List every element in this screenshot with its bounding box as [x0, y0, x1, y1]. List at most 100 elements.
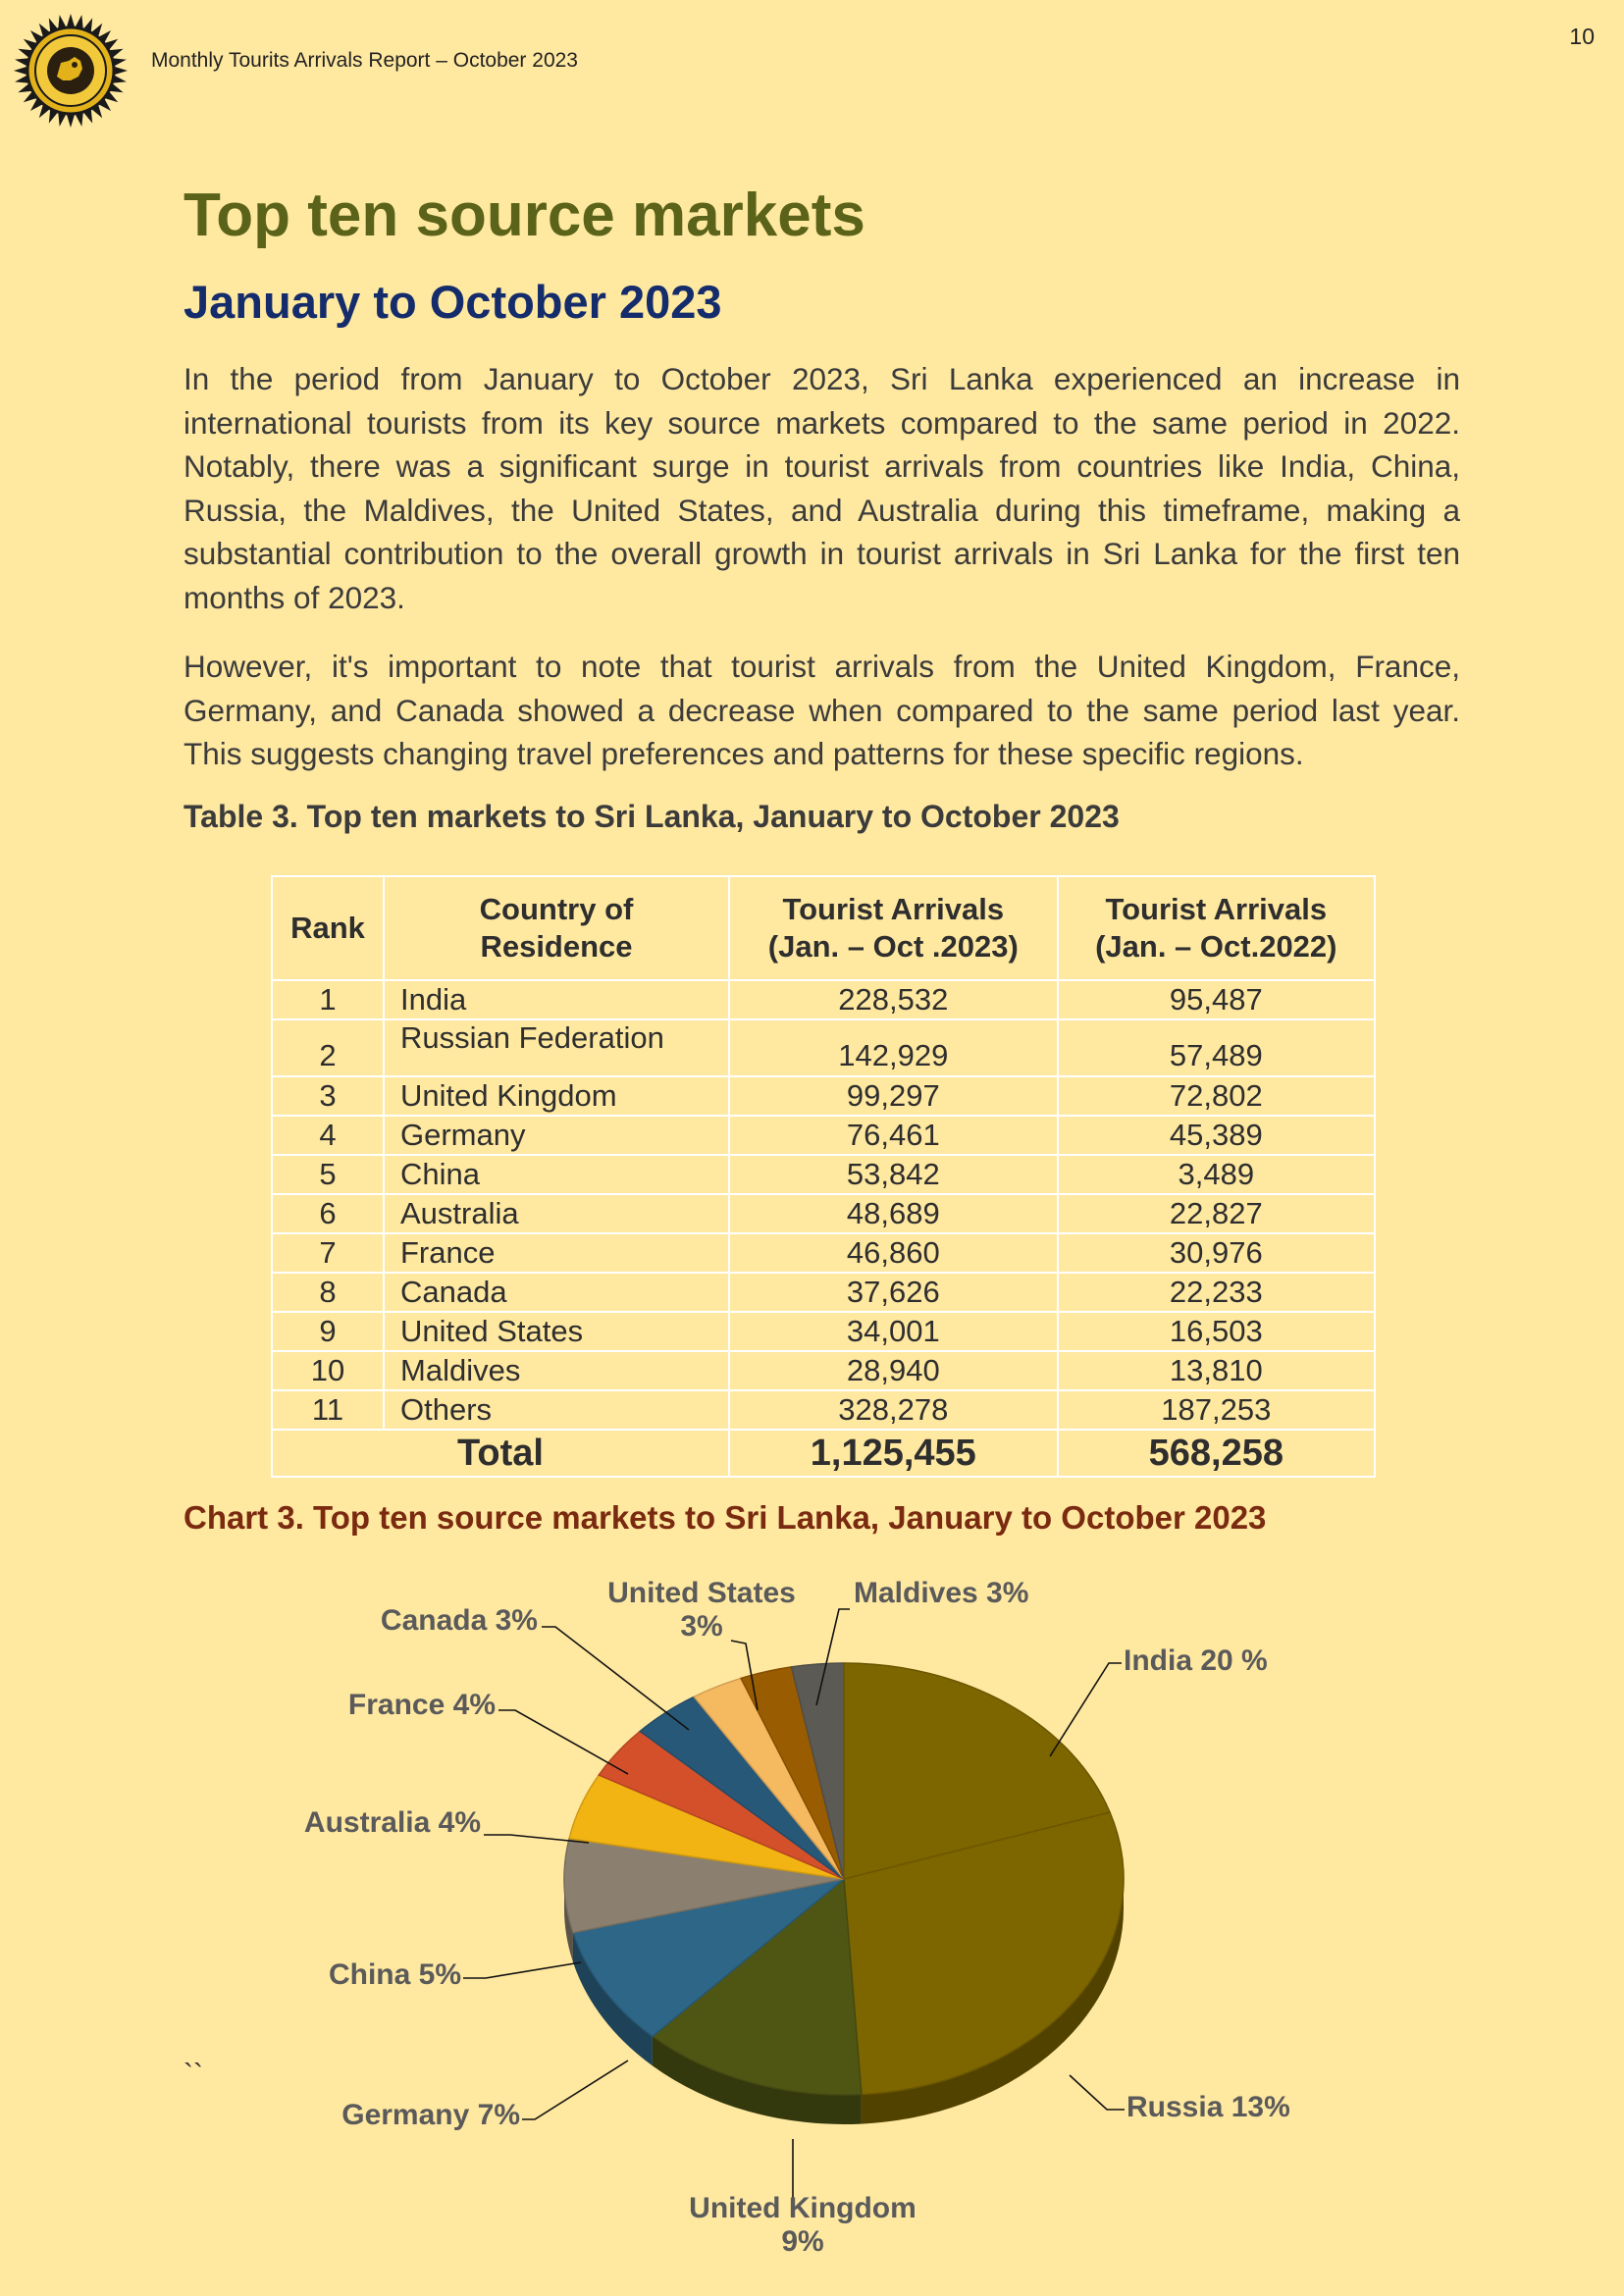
- cell-rank: 11: [271, 1389, 385, 1431]
- pie-slice: [571, 1878, 845, 2038]
- cell-country: China: [383, 1154, 730, 1195]
- emblem-ray: [75, 15, 83, 29]
- cell-country: Others: [383, 1389, 730, 1431]
- cell-arrivals-2023: 37,626: [728, 1272, 1059, 1313]
- cell-arrivals-2023: 328,278: [728, 1389, 1059, 1431]
- table-row: 3 United Kingdom 99,297 72,802: [271, 1075, 1377, 1117]
- cell-arrivals-2022: 187,253: [1056, 1389, 1377, 1431]
- page-number: 10: [1569, 24, 1595, 49]
- emblem-ray: [15, 58, 29, 67]
- pie-label-united-kingdom: 9%: [781, 2225, 823, 2258]
- cell-country: Australia: [383, 1193, 730, 1234]
- emblem-ray: [14, 66, 28, 76]
- cell-rank: 6: [271, 1193, 385, 1234]
- emblem-ray: [66, 113, 76, 128]
- total-label: Total: [271, 1429, 730, 1478]
- cell-arrivals-2023: 99,297: [728, 1075, 1059, 1117]
- header-country: Country of Residence: [383, 875, 730, 981]
- leader-line: [522, 2060, 629, 2120]
- pie-label-russia: Russia 13%: [1126, 2091, 1290, 2123]
- cell-country: Canada: [383, 1272, 730, 1313]
- stray-backticks: ``: [183, 2059, 203, 2091]
- emblem-ray: [15, 75, 29, 83]
- total-arrivals-2022: 568,258: [1056, 1429, 1377, 1478]
- header-country-line1: Country of: [479, 892, 634, 926]
- pie-slice: [651, 1877, 863, 2096]
- cell-arrivals-2022: 22,233: [1056, 1272, 1377, 1313]
- arrivals-table: Rank Country of Residence Tourist Arriva…: [271, 875, 1377, 1478]
- cell-arrivals-2022: 57,489: [1056, 1018, 1377, 1077]
- cell-rank: 5: [271, 1154, 385, 1195]
- leader-line: [463, 1961, 582, 1979]
- pie-label-china: China 5%: [329, 1958, 461, 1991]
- leader-line: [1049, 1662, 1122, 1757]
- cell-rank: 3: [271, 1075, 385, 1117]
- pie-slice-side: [861, 1879, 1124, 2124]
- leader-line: [542, 1626, 690, 1731]
- leader-line: [1069, 2074, 1125, 2111]
- pie-label-australia: Australia 4%: [304, 1806, 481, 1839]
- cell-arrivals-2022: 13,810: [1056, 1350, 1377, 1391]
- cell-arrivals-2022: 45,389: [1056, 1115, 1377, 1156]
- table-row: 1 India 228,532 95,487: [271, 979, 1377, 1020]
- pie-label-canada: Canada 3%: [381, 1604, 538, 1637]
- total-arrivals-2023: 1,125,455: [728, 1429, 1059, 1478]
- header-country-line2: Residence: [480, 929, 633, 964]
- leader-line: [498, 1709, 629, 1775]
- pie-slice-side: [564, 1879, 573, 1962]
- leader-line: [730, 1640, 759, 1711]
- pie-label-germany: Germany 7%: [341, 2099, 520, 2131]
- table-caption: Table 3. Top ten markets to Sri Lanka, J…: [183, 799, 1120, 834]
- cell-arrivals-2022: 95,487: [1056, 979, 1377, 1020]
- pie-label-united-states: 3%: [680, 1610, 722, 1643]
- cell-arrivals-2022: 22,827: [1056, 1193, 1377, 1234]
- chart-caption: Chart 3. Top ten source markets to Sri L…: [183, 1499, 1267, 1536]
- page-subtitle: January to October 2023: [183, 276, 722, 328]
- cell-country: Maldives: [383, 1350, 730, 1391]
- table-row: 9 United States 34,001 16,503: [271, 1311, 1377, 1352]
- header-2023-line1: Tourist Arrivals: [782, 892, 1005, 926]
- pie-slice-side: [572, 1932, 653, 2066]
- table-row: 2 Russian Federation 142,929 57,489: [271, 1018, 1377, 1077]
- cell-arrivals-2023: 28,940: [728, 1350, 1059, 1391]
- cell-arrivals-2023: 228,532: [728, 979, 1059, 1020]
- pie-label-united-states: United States: [607, 1577, 796, 1609]
- emblem-ray: [112, 75, 127, 83]
- table-row: 4 Germany 76,461 45,389: [271, 1115, 1377, 1156]
- pie-label-united-kingdom: United Kingdom: [689, 2192, 917, 2224]
- header-2022-line1: Tourist Arrivals: [1105, 892, 1328, 926]
- emblem-ray: [58, 112, 67, 127]
- pie-label-maldives: Maldives 3%: [854, 1577, 1028, 1609]
- header-arrivals-2022: Tourist Arrivals (Jan. – Oct.2022): [1056, 875, 1377, 981]
- pie-slice-side: [652, 2036, 862, 2124]
- emblem-ray: [113, 66, 128, 76]
- table-row: 7 France 46,860 30,976: [271, 1232, 1377, 1274]
- cell-rank: 8: [271, 1272, 385, 1313]
- cell-rank: 7: [271, 1232, 385, 1274]
- header-2023-line2: (Jan. – Oct .2023): [767, 929, 1019, 964]
- cell-arrivals-2023: 46,860: [728, 1232, 1059, 1274]
- cell-country: Russian Federation: [383, 1018, 730, 1077]
- table-row: 6 Australia 48,689 22,827: [271, 1193, 1377, 1234]
- decline-paragraph: However, it's important to note that tou…: [183, 649, 1460, 771]
- cell-arrivals-2023: 48,689: [728, 1193, 1059, 1234]
- cell-rank: 9: [271, 1311, 385, 1352]
- intro-paragraph: In the period from January to October 20…: [183, 361, 1460, 615]
- table-row: 5 China 53,842 3,489: [271, 1154, 1377, 1195]
- cell-rank: 2: [271, 1018, 385, 1077]
- cell-country: India: [383, 979, 730, 1020]
- header-rank: Rank: [271, 875, 385, 981]
- cell-rank: 10: [271, 1350, 385, 1391]
- running-title: Monthly Tourits Arrivals Report – Octobe…: [151, 49, 578, 72]
- table-row: 8 Canada 37,626 22,233: [271, 1272, 1377, 1313]
- cell-arrivals-2023: 34,001: [728, 1311, 1059, 1352]
- table-total-row: Total 1,125,455 568,258: [271, 1429, 1377, 1478]
- emblem-ray: [58, 15, 67, 29]
- emblem-ray: [112, 58, 127, 67]
- cell-arrivals-2023: 76,461: [728, 1115, 1059, 1156]
- table-row: 11 Others 328,278 187,253: [271, 1389, 1377, 1431]
- emblem-ray: [66, 14, 76, 28]
- cell-arrivals-2022: 16,503: [1056, 1311, 1377, 1352]
- cell-arrivals-2022: 3,489: [1056, 1154, 1377, 1195]
